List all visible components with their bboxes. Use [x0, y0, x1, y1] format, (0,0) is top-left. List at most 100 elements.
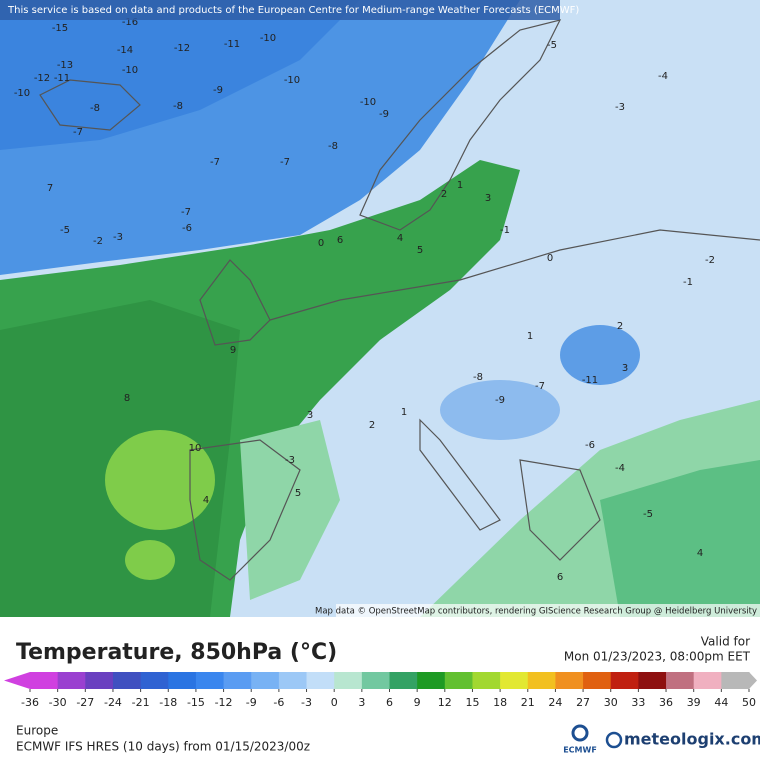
color-scale: -36 -30 -27 -24 -21 -18 -15 -12 -9 -6 -3 0 3 6 9 12 15 18… [4, 672, 757, 709]
scale-swatch [693, 672, 722, 689]
contour-label: 3 [485, 193, 491, 204]
contour-label: -4 [658, 71, 668, 82]
scale-swatch [195, 672, 225, 689]
mild-core [600, 460, 760, 617]
scale-swatch [389, 672, 418, 689]
contour-label: 2 [617, 321, 623, 332]
contour-label: -6 [182, 223, 192, 234]
contour-label: 3 [307, 410, 313, 421]
contour-label: -11 [54, 73, 70, 84]
scale-tick-label: -15 [187, 696, 205, 709]
scale-tick-label: 33 [631, 696, 645, 709]
scale-tick-label: -3 [301, 696, 312, 709]
brand-logo[interactable]: meteologix.com [624, 730, 760, 749]
contour-label: 9 [230, 345, 236, 356]
scale-swatch [417, 672, 446, 689]
scale-tick-label: 44 [714, 696, 728, 709]
contour-label: 1 [527, 331, 533, 342]
contour-label: -11 [224, 39, 240, 50]
scale-swatch [85, 672, 114, 689]
scale-swatch [251, 672, 280, 689]
contour-label: 0 [547, 253, 553, 264]
scale-arrow-left [4, 672, 30, 689]
contour-label: -16 [122, 17, 138, 28]
brand-icon[interactable] [605, 731, 623, 749]
scale-swatch [223, 672, 252, 689]
contour-label: -3 [615, 102, 625, 113]
cold-core [0, 0, 360, 150]
contour-label: -8 [473, 372, 483, 383]
contour-label: -4 [615, 463, 625, 474]
contour-label: -14 [117, 45, 133, 56]
scale-swatch [57, 672, 86, 689]
contour-label: -10 [14, 88, 30, 99]
contour-label: -5 [547, 40, 557, 51]
contour-label: -8 [328, 141, 338, 152]
scale-tick-label: 27 [576, 696, 590, 709]
scale-tick-label: -9 [246, 696, 257, 709]
contour-label: 5 [295, 488, 301, 499]
scale-tick-label: -36 [21, 696, 39, 709]
contour-label: 3 [622, 363, 628, 374]
scale-tick-label: 21 [521, 696, 535, 709]
contour-label: 0 [318, 238, 324, 249]
contour-label: 6 [557, 572, 563, 583]
scale-tick-label: 12 [438, 696, 452, 709]
contour-label: -7 [210, 157, 220, 168]
scale-tick-label: -12 [215, 696, 233, 709]
border [269, 229, 760, 321]
scale-swatch [555, 672, 584, 689]
contour-label: -8 [173, 101, 183, 112]
scale-tick-label: 36 [659, 696, 673, 709]
contour-label: 8 [124, 393, 130, 404]
model-info: ECMWF IFS HRES (10 days) from 01/15/2023… [16, 740, 310, 754]
contour-label: -10 [284, 75, 300, 86]
contour-label: -5 [60, 225, 70, 236]
scale-tick-label: 9 [414, 696, 421, 709]
contour-label: -10 [260, 33, 276, 44]
contour-label: 1 [457, 180, 463, 191]
valid-time: Mon 01/23/2023, 08:00pm EET [564, 650, 751, 664]
contour-label: 7 [47, 183, 53, 194]
valid-label: Valid for [701, 635, 750, 649]
italy [419, 418, 501, 531]
scale-tick-label: 24 [548, 696, 562, 709]
contour-label: -7 [280, 157, 290, 168]
map: -16-15-14-13-12 -11-10-10-12 -11-10-9-8 -8-… [0, 0, 760, 617]
contour-label: -9 [379, 109, 389, 120]
cold-blob [560, 325, 640, 385]
contour-label: -15 [52, 23, 68, 34]
scale-tick-label: 6 [386, 696, 393, 709]
scale-tick-label: 30 [604, 696, 618, 709]
scale-swatch [527, 672, 556, 689]
contour-label: -7 [535, 381, 545, 392]
contour-label: 1 [401, 407, 407, 418]
contour-label: -7 [181, 207, 191, 218]
scale-tick-label: 50 [742, 696, 756, 709]
contour-labels: -16-15-14-13-12 -11-10-10-12 -11-10-9-8 -8-… [14, 17, 715, 583]
attribution-bar [336, 604, 760, 617]
contour-label: 4 [203, 495, 209, 506]
scale-tick-label: -21 [132, 696, 150, 709]
scale-swatch [112, 672, 142, 689]
scale-tick-label: 3 [358, 696, 365, 709]
contour-label: -12 [174, 43, 190, 54]
contour-label: -2 [705, 255, 715, 266]
contour-label: -1 [683, 277, 693, 288]
contour-label: -9 [213, 85, 223, 96]
scale-tick-label: 18 [493, 696, 507, 709]
cold-blob [440, 380, 560, 440]
contour-label: -13 [57, 60, 73, 71]
scale-swatch [168, 672, 197, 689]
contour-label: -12 [34, 73, 50, 84]
contour-label: 4 [397, 233, 403, 244]
warm-blob [125, 540, 175, 580]
contour-label: -2 [93, 236, 103, 247]
contour-label: -1 [500, 225, 510, 236]
contour-label: 2 [369, 420, 375, 431]
scale-tick-label: 0 [331, 696, 338, 709]
contour-label: 4 [697, 548, 703, 559]
contour-label: -10 [360, 97, 376, 108]
contour-label: -5 [643, 509, 653, 520]
